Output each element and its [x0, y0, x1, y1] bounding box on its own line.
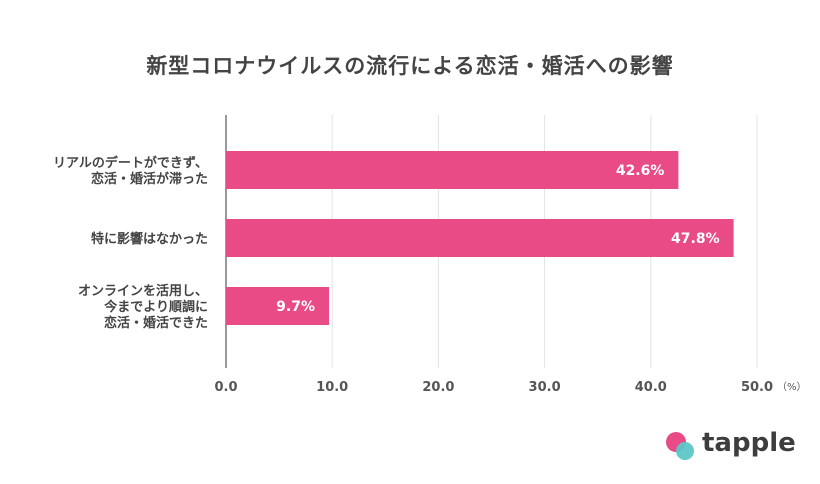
x-tick-label: 50.0 — [741, 380, 773, 395]
bar-value-label: 47.8% — [671, 231, 720, 247]
chart-title: 新型コロナウイルスの流行による恋活・婚活への影響 — [146, 54, 674, 78]
category-label: 恋活・婚活が滞った — [91, 171, 208, 187]
x-axis-unit-label: （%） — [777, 381, 807, 393]
category-label: リアルのデートができず、 — [53, 155, 208, 171]
x-tick-label: 40.0 — [635, 380, 667, 395]
bar — [226, 287, 330, 325]
x-tick-label: 20.0 — [422, 380, 454, 395]
category-label: 特に影響はなかった — [91, 231, 208, 247]
logo-text: tapple — [702, 428, 796, 458]
bar-value-label: 42.6% — [616, 163, 665, 179]
bar — [226, 219, 734, 257]
category-label: 恋活・婚活できた — [104, 315, 208, 331]
logo-teal-dot-icon — [676, 442, 694, 460]
bar — [226, 151, 679, 189]
tapple-logo: tapple — [664, 428, 804, 468]
bar-value-label: 9.7% — [276, 299, 315, 315]
category-label: 今までより順調に — [103, 299, 208, 315]
x-tick-label: 30.0 — [529, 380, 561, 395]
category-label: オンラインを活用し、 — [78, 283, 208, 299]
x-tick-label: 10.0 — [316, 380, 348, 395]
x-tick-label: 0.0 — [214, 380, 237, 395]
